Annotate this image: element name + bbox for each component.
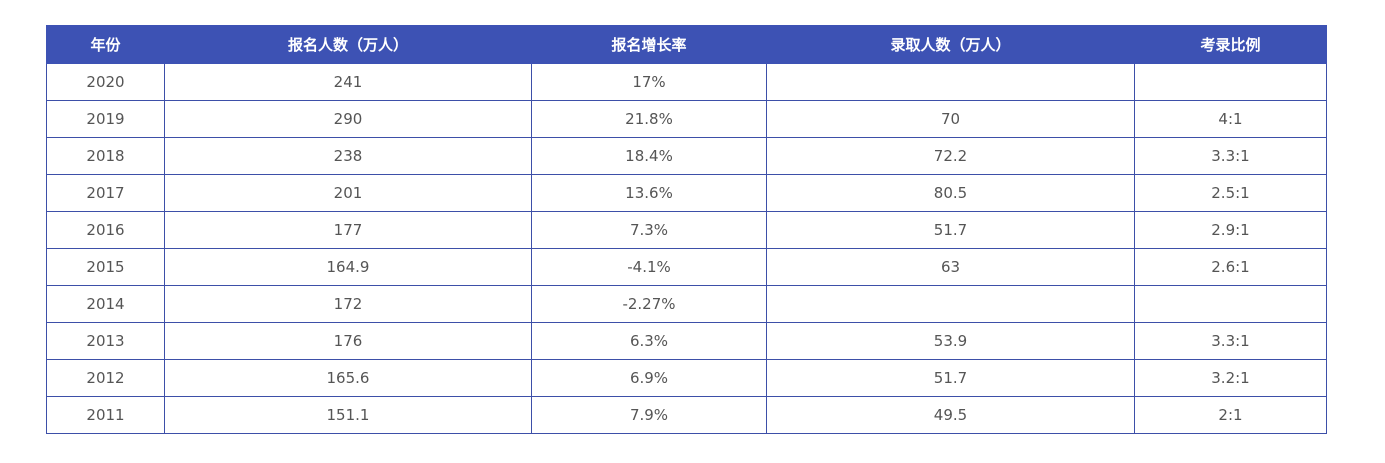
- data-table-container: 年份 报名人数（万人） 报名增长率 录取人数（万人） 考录比例 2020 241…: [46, 25, 1327, 434]
- cell-year: 2020: [46, 63, 165, 101]
- cell-year: 2015: [46, 248, 165, 286]
- cell-admitted: 51.7: [766, 359, 1135, 397]
- cell-year: 2011: [46, 396, 165, 434]
- cell-applicants: 172: [164, 285, 532, 323]
- table-row: 2012 165.6 6.9% 51.7 3.2:1: [46, 359, 1327, 397]
- cell-growth-rate: 18.4%: [531, 137, 767, 175]
- cell-ratio: [1134, 285, 1327, 323]
- cell-year: 2016: [46, 211, 165, 249]
- cell-ratio: 3.3:1: [1134, 322, 1327, 360]
- cell-admitted: 53.9: [766, 322, 1135, 360]
- cell-applicants: 165.6: [164, 359, 532, 397]
- cell-admitted: 49.5: [766, 396, 1135, 434]
- header-admitted: 录取人数（万人）: [766, 25, 1135, 64]
- cell-ratio: 3.2:1: [1134, 359, 1327, 397]
- cell-applicants: 238: [164, 137, 532, 175]
- table-row: 2014 172 -2.27%: [46, 285, 1327, 323]
- cell-applicants: 201: [164, 174, 532, 212]
- cell-ratio: 2.9:1: [1134, 211, 1327, 249]
- cell-applicants: 151.1: [164, 396, 532, 434]
- cell-applicants: 176: [164, 322, 532, 360]
- table-row: 2011 151.1 7.9% 49.5 2:1: [46, 396, 1327, 434]
- table-row: 2017 201 13.6% 80.5 2.5:1: [46, 174, 1327, 212]
- cell-ratio: 3.3:1: [1134, 137, 1327, 175]
- cell-growth-rate: 13.6%: [531, 174, 767, 212]
- table-row: 2013 176 6.3% 53.9 3.3:1: [46, 322, 1327, 360]
- table-row: 2015 164.9 -4.1% 63 2.6:1: [46, 248, 1327, 286]
- cell-ratio: 2.5:1: [1134, 174, 1327, 212]
- cell-admitted: [766, 285, 1135, 323]
- cell-ratio: 4:1: [1134, 100, 1327, 138]
- cell-admitted: 63: [766, 248, 1135, 286]
- cell-admitted: 72.2: [766, 137, 1135, 175]
- header-year: 年份: [46, 25, 165, 64]
- cell-admitted: 80.5: [766, 174, 1135, 212]
- cell-growth-rate: 7.9%: [531, 396, 767, 434]
- table-row: 2018 238 18.4% 72.2 3.3:1: [46, 137, 1327, 175]
- cell-year: 2018: [46, 137, 165, 175]
- cell-year: 2014: [46, 285, 165, 323]
- cell-ratio: [1134, 63, 1327, 101]
- cell-ratio: 2.6:1: [1134, 248, 1327, 286]
- cell-growth-rate: 21.8%: [531, 100, 767, 138]
- table-row: 2020 241 17%: [46, 63, 1327, 101]
- cell-growth-rate: 7.3%: [531, 211, 767, 249]
- cell-growth-rate: 17%: [531, 63, 767, 101]
- table-row: 2019 290 21.8% 70 4:1: [46, 100, 1327, 138]
- cell-growth-rate: 6.3%: [531, 322, 767, 360]
- cell-year: 2017: [46, 174, 165, 212]
- cell-year: 2019: [46, 100, 165, 138]
- cell-growth-rate: 6.9%: [531, 359, 767, 397]
- table-header-row: 年份 报名人数（万人） 报名增长率 录取人数（万人） 考录比例: [46, 25, 1327, 64]
- cell-year: 2012: [46, 359, 165, 397]
- cell-applicants: 241: [164, 63, 532, 101]
- cell-applicants: 290: [164, 100, 532, 138]
- table-row: 2016 177 7.3% 51.7 2.9:1: [46, 211, 1327, 249]
- header-ratio: 考录比例: [1134, 25, 1327, 64]
- cell-growth-rate: -2.27%: [531, 285, 767, 323]
- cell-admitted: 70: [766, 100, 1135, 138]
- cell-ratio: 2:1: [1134, 396, 1327, 434]
- header-applicants: 报名人数（万人）: [164, 25, 532, 64]
- cell-admitted: [766, 63, 1135, 101]
- exam-statistics-table: 年份 报名人数（万人） 报名增长率 录取人数（万人） 考录比例 2020 241…: [46, 25, 1327, 434]
- cell-admitted: 51.7: [766, 211, 1135, 249]
- cell-growth-rate: -4.1%: [531, 248, 767, 286]
- cell-applicants: 177: [164, 211, 532, 249]
- cell-year: 2013: [46, 322, 165, 360]
- header-growth-rate: 报名增长率: [531, 25, 767, 64]
- cell-applicants: 164.9: [164, 248, 532, 286]
